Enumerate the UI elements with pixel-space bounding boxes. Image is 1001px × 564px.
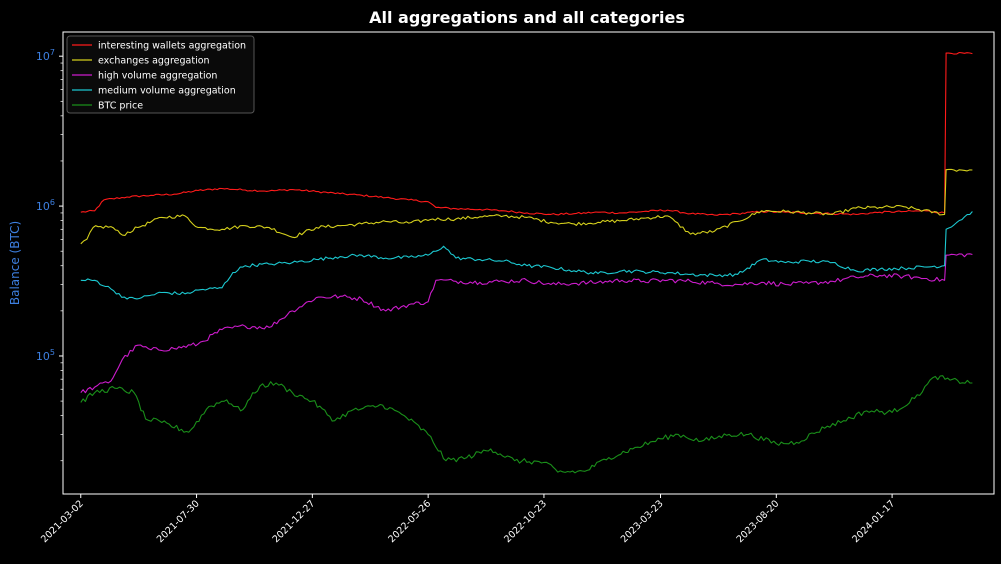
series-line xyxy=(80,211,973,300)
series-line xyxy=(80,375,973,474)
legend-label: exchanges aggregation xyxy=(98,56,210,67)
series-line xyxy=(80,168,973,245)
y-axis-label: Balance (BTC) xyxy=(8,221,22,305)
legend: interesting wallets aggregation exchanges… xyxy=(66,35,255,114)
legend-label: BTC price xyxy=(98,101,143,112)
y-tick-label: 106 xyxy=(36,198,55,213)
legend-label: medium volume aggregation xyxy=(98,86,236,97)
legend-label: interesting wallets aggregation xyxy=(98,41,246,52)
y-tick-label: 105 xyxy=(36,348,55,363)
plot-area-frame xyxy=(62,31,995,495)
series-line xyxy=(80,253,973,394)
legend-label: high volume aggregation xyxy=(98,71,217,82)
y-tick-label: 107 xyxy=(36,48,55,63)
chart-title: All aggregations and all categories xyxy=(369,8,685,27)
series-lines xyxy=(80,51,973,474)
y-axis: 105 106 107 xyxy=(36,48,63,462)
legend-box xyxy=(66,35,255,114)
